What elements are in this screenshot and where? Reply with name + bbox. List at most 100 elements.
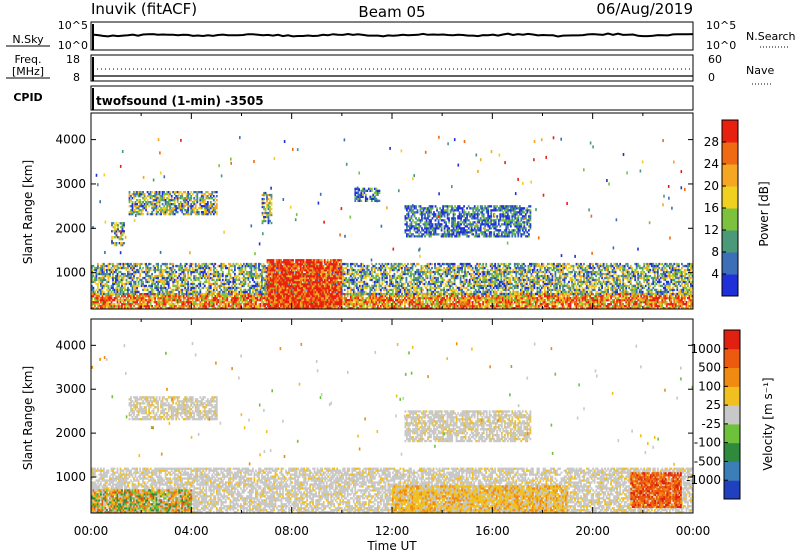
power-cell [235, 297, 238, 300]
power-cell [444, 295, 447, 298]
power-cell [226, 303, 229, 306]
power-cell [196, 292, 199, 296]
power-cell [199, 268, 202, 272]
power-cell [109, 270, 111, 274]
power-cell [194, 264, 197, 268]
power-cell [217, 264, 220, 268]
power-cell [420, 268, 423, 272]
power-cell [438, 305, 441, 308]
power-cell [149, 295, 152, 298]
power-cell [100, 276, 102, 280]
power-cell [416, 284, 418, 288]
power-cell [465, 301, 468, 304]
power-cell [173, 272, 176, 276]
power-cell [488, 297, 491, 300]
power-cell [215, 268, 218, 272]
power-cell [188, 262, 191, 266]
power-cell [167, 297, 170, 300]
power-cell [103, 286, 105, 290]
power-cell [98, 278, 101, 282]
power-cell [217, 295, 220, 298]
power-cell [91, 297, 93, 300]
power-cell [574, 295, 576, 298]
power-cell [208, 274, 211, 278]
power-cell [581, 307, 584, 309]
power-cell [224, 295, 227, 298]
power-cell [170, 301, 173, 304]
power-cell [220, 303, 223, 306]
power-cell [172, 284, 175, 288]
power-cell [407, 262, 409, 266]
power-cell [372, 303, 375, 306]
power-cell [447, 305, 450, 308]
power-cell [631, 305, 634, 308]
power-cell [381, 303, 384, 306]
power-cell [413, 297, 415, 300]
power-cell [354, 303, 357, 306]
power-cell [360, 268, 363, 272]
power-cell [500, 305, 503, 308]
power-cell [363, 286, 366, 290]
power-cell [247, 301, 250, 304]
power-cell [252, 303, 254, 306]
power-cell [214, 274, 217, 278]
power-cell [535, 305, 537, 308]
power-cell [255, 266, 257, 270]
power-cell [620, 305, 623, 308]
power-cell [370, 272, 373, 276]
power-cell [452, 301, 454, 304]
power-cell [665, 303, 668, 306]
power-cell [113, 270, 116, 274]
power-cell [125, 292, 128, 296]
power-cell [255, 297, 257, 300]
power-cell [626, 293, 629, 296]
power-cell [386, 262, 388, 266]
power-cell [101, 301, 104, 304]
power-cell [676, 301, 679, 304]
power-cell [559, 297, 561, 300]
power-cell [224, 266, 227, 270]
power-cell [393, 274, 396, 278]
power-cell [148, 295, 150, 298]
power-cell [196, 284, 199, 288]
power-cell [509, 295, 512, 298]
power-cell [604, 301, 606, 304]
power-cell [674, 301, 677, 304]
power-cell [264, 270, 266, 274]
power-cell [143, 284, 146, 288]
power-cell [467, 297, 470, 300]
power-cell [179, 307, 182, 309]
power-cell [131, 278, 134, 282]
power-cell [682, 301, 685, 304]
power-cell [562, 295, 564, 298]
power-cell [131, 292, 134, 296]
power-cell [629, 295, 632, 298]
power-cell [115, 276, 117, 280]
power-cell [367, 292, 370, 296]
power-cell [574, 303, 576, 306]
power-cell [509, 307, 512, 309]
power-cell [357, 299, 360, 302]
power-cell [348, 272, 351, 276]
power-cell [381, 295, 384, 298]
power-cell [586, 295, 588, 298]
power-cell [188, 284, 191, 288]
power-cell [294, 297, 296, 300]
power-cell [97, 301, 99, 304]
power-cell [238, 305, 241, 308]
power-cell [492, 303, 495, 306]
power-cell [327, 297, 330, 300]
power-cell [173, 284, 176, 288]
power-cell [399, 299, 402, 302]
power-cell [568, 299, 570, 302]
power-cell [301, 272, 304, 276]
power-cell [541, 305, 543, 308]
power-cell [679, 299, 682, 302]
power-cell [181, 284, 184, 288]
power-cell [563, 295, 566, 298]
power-cell [152, 276, 155, 280]
power-cell [121, 262, 123, 266]
power-cell [530, 305, 533, 308]
power-cell [188, 295, 191, 298]
power-cell [134, 290, 137, 294]
